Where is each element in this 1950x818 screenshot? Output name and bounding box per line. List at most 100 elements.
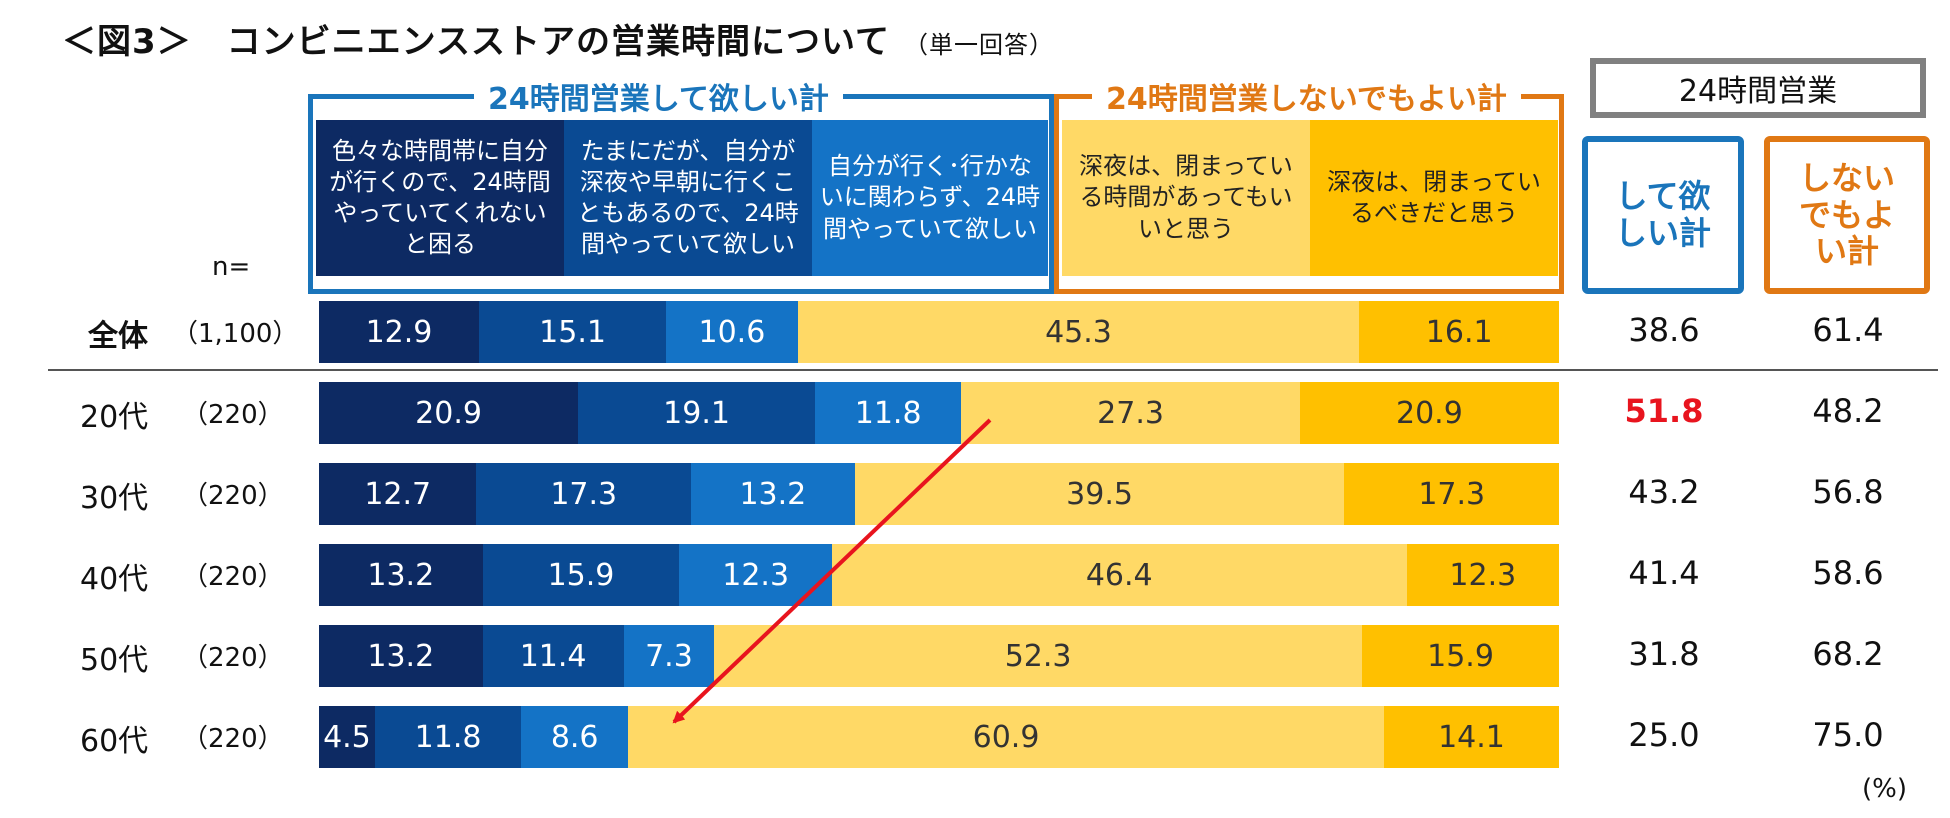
row-label: 60代 bbox=[80, 724, 149, 759]
data-label: 20.9 bbox=[1396, 395, 1463, 431]
row-label: 40代 bbox=[80, 562, 149, 597]
bar-segment: 20.9 bbox=[1299, 382, 1559, 444]
data-label: 20.9 bbox=[415, 395, 482, 431]
bar-segment: 27.3 bbox=[961, 382, 1300, 444]
total-not: 61.4 bbox=[1812, 311, 1884, 349]
bar-segment: 11.8 bbox=[374, 706, 522, 768]
bar-segment: 45.3 bbox=[797, 301, 1360, 363]
bar-segment: 15.9 bbox=[1362, 625, 1559, 687]
sum-not-header: しないでもよい計 bbox=[1764, 136, 1930, 294]
data-label: 46.4 bbox=[1085, 557, 1153, 593]
header-cell-4: 深夜は、閉まっている時間があってもいいと思う bbox=[1062, 120, 1310, 276]
page-title: ＜図3＞ コンビニエンスストアの営業時間について （単一回答） bbox=[62, 14, 1054, 63]
total-not: 75.0 bbox=[1812, 716, 1884, 754]
data-label: 12.3 bbox=[1449, 557, 1517, 593]
bar-segment: 13.2 bbox=[691, 463, 855, 525]
bar-segment: 14.1 bbox=[1383, 706, 1559, 768]
header-cell-5: 深夜は、閉まっているべきだと思う bbox=[1310, 120, 1558, 276]
total-want: 51.8 bbox=[1624, 392, 1704, 430]
data-label: 15.9 bbox=[1427, 638, 1494, 674]
bar-segment: 16.1 bbox=[1359, 301, 1559, 363]
header-cell-2: たまにだが、自分が深夜や早朝に行くこともあるので、24時間やっていて欲しい bbox=[564, 120, 812, 276]
box-24h-label: 24時間営業 bbox=[1678, 74, 1838, 109]
bar-segment: 12.9 bbox=[319, 301, 479, 363]
bar-segment: 13.2 bbox=[319, 544, 483, 606]
total-want: 43.2 bbox=[1628, 473, 1700, 511]
bar-segment: 11.8 bbox=[815, 382, 962, 444]
data-label: 52.3 bbox=[1004, 638, 1072, 674]
data-label: 11.4 bbox=[519, 638, 587, 674]
total-not: 58.6 bbox=[1812, 554, 1884, 592]
bar-segment: 10.6 bbox=[666, 301, 798, 363]
total-want: 31.8 bbox=[1628, 635, 1700, 673]
data-label: 27.3 bbox=[1097, 395, 1164, 431]
bar-segment: 12.3 bbox=[1406, 544, 1559, 606]
bar-segment: 39.5 bbox=[854, 463, 1345, 525]
box-24h-frame bbox=[1590, 58, 1926, 118]
header-cell-1: 色々な時間帯に自分が行くので、24時間やっていてくれないと困る bbox=[316, 120, 564, 276]
title-main: ＜図3＞ コンビニエンスストアの営業時間について bbox=[62, 22, 890, 62]
row-label: 全体 bbox=[88, 319, 148, 354]
data-label: 12.9 bbox=[365, 314, 433, 350]
sum-not-label: しないでもよい計 bbox=[1798, 158, 1895, 271]
row-label: 50代 bbox=[80, 643, 149, 678]
data-label: 17.3 bbox=[550, 476, 618, 512]
bar-segment: 52.3 bbox=[714, 625, 1363, 687]
bar-segment: 13.2 bbox=[319, 625, 483, 687]
data-label: 15.1 bbox=[539, 314, 606, 350]
bar-segment: 17.3 bbox=[1344, 463, 1559, 525]
total-not: 56.8 bbox=[1812, 473, 1884, 511]
sum-want-label: して欲しい計 bbox=[1614, 177, 1711, 252]
header-cell-3: 自分が行く･行かないに関わらず、24時間やっていて欲しい bbox=[812, 120, 1048, 276]
data-label: 16.1 bbox=[1425, 314, 1493, 350]
total-not: 68.2 bbox=[1812, 635, 1884, 673]
sum-want-header: して欲しい計 bbox=[1582, 136, 1744, 294]
bar-segment: 17.3 bbox=[476, 463, 691, 525]
bar-segment: 12.7 bbox=[319, 463, 477, 525]
bar-segment: 4.5 bbox=[319, 706, 375, 768]
data-label: 39.5 bbox=[1066, 476, 1133, 512]
data-label: 4.5 bbox=[323, 719, 371, 755]
bar-segment: 60.9 bbox=[628, 706, 1384, 768]
data-label: 12.7 bbox=[364, 476, 432, 512]
row-n: （220） bbox=[182, 643, 284, 673]
total-want: 41.4 bbox=[1628, 554, 1700, 592]
bar-segment: 46.4 bbox=[831, 544, 1407, 606]
bar-segment: 15.1 bbox=[478, 301, 667, 363]
bar-segment: 19.1 bbox=[578, 382, 815, 444]
data-label: 8.6 bbox=[550, 719, 599, 755]
separator-line bbox=[48, 369, 1938, 371]
percent-unit: (%) bbox=[1862, 774, 1907, 804]
data-label: 45.3 bbox=[1045, 314, 1112, 350]
row-label: 30代 bbox=[80, 481, 149, 516]
data-label: 15.9 bbox=[547, 557, 615, 593]
data-label: 7.3 bbox=[645, 638, 693, 674]
row-n: （1,100） bbox=[172, 319, 299, 349]
data-label: 11.8 bbox=[414, 719, 482, 755]
group-want-label: 24時間営業して欲しい計 bbox=[474, 74, 843, 118]
row-n: （220） bbox=[182, 724, 284, 754]
data-label: 11.8 bbox=[854, 395, 922, 431]
data-label: 13.2 bbox=[367, 638, 435, 674]
bar-segment: 8.6 bbox=[521, 706, 629, 768]
bar-segment: 11.4 bbox=[482, 625, 624, 687]
total-want: 38.6 bbox=[1628, 311, 1700, 349]
data-label: 13.2 bbox=[739, 476, 807, 512]
group-notneeded-label: 24時間営業しないでもよい計 bbox=[1092, 74, 1521, 118]
bar-segment: 20.9 bbox=[319, 382, 579, 444]
total-want: 25.0 bbox=[1628, 716, 1700, 754]
row-n: （220） bbox=[182, 481, 284, 511]
row-n: （220） bbox=[182, 562, 284, 592]
bar-segment: 7.3 bbox=[623, 625, 715, 687]
row-n: （220） bbox=[182, 400, 284, 430]
title-subtitle: （単一回答） bbox=[903, 31, 1054, 59]
data-label: 19.1 bbox=[663, 395, 730, 431]
data-label: 17.3 bbox=[1418, 476, 1486, 512]
n-label: n= bbox=[212, 252, 251, 282]
data-label: 12.3 bbox=[722, 557, 790, 593]
bar-segment: 12.3 bbox=[679, 544, 832, 606]
data-label: 14.1 bbox=[1438, 719, 1505, 755]
total-not: 48.2 bbox=[1812, 392, 1884, 430]
data-label: 10.6 bbox=[698, 314, 766, 350]
bar-segment: 15.9 bbox=[482, 544, 680, 606]
